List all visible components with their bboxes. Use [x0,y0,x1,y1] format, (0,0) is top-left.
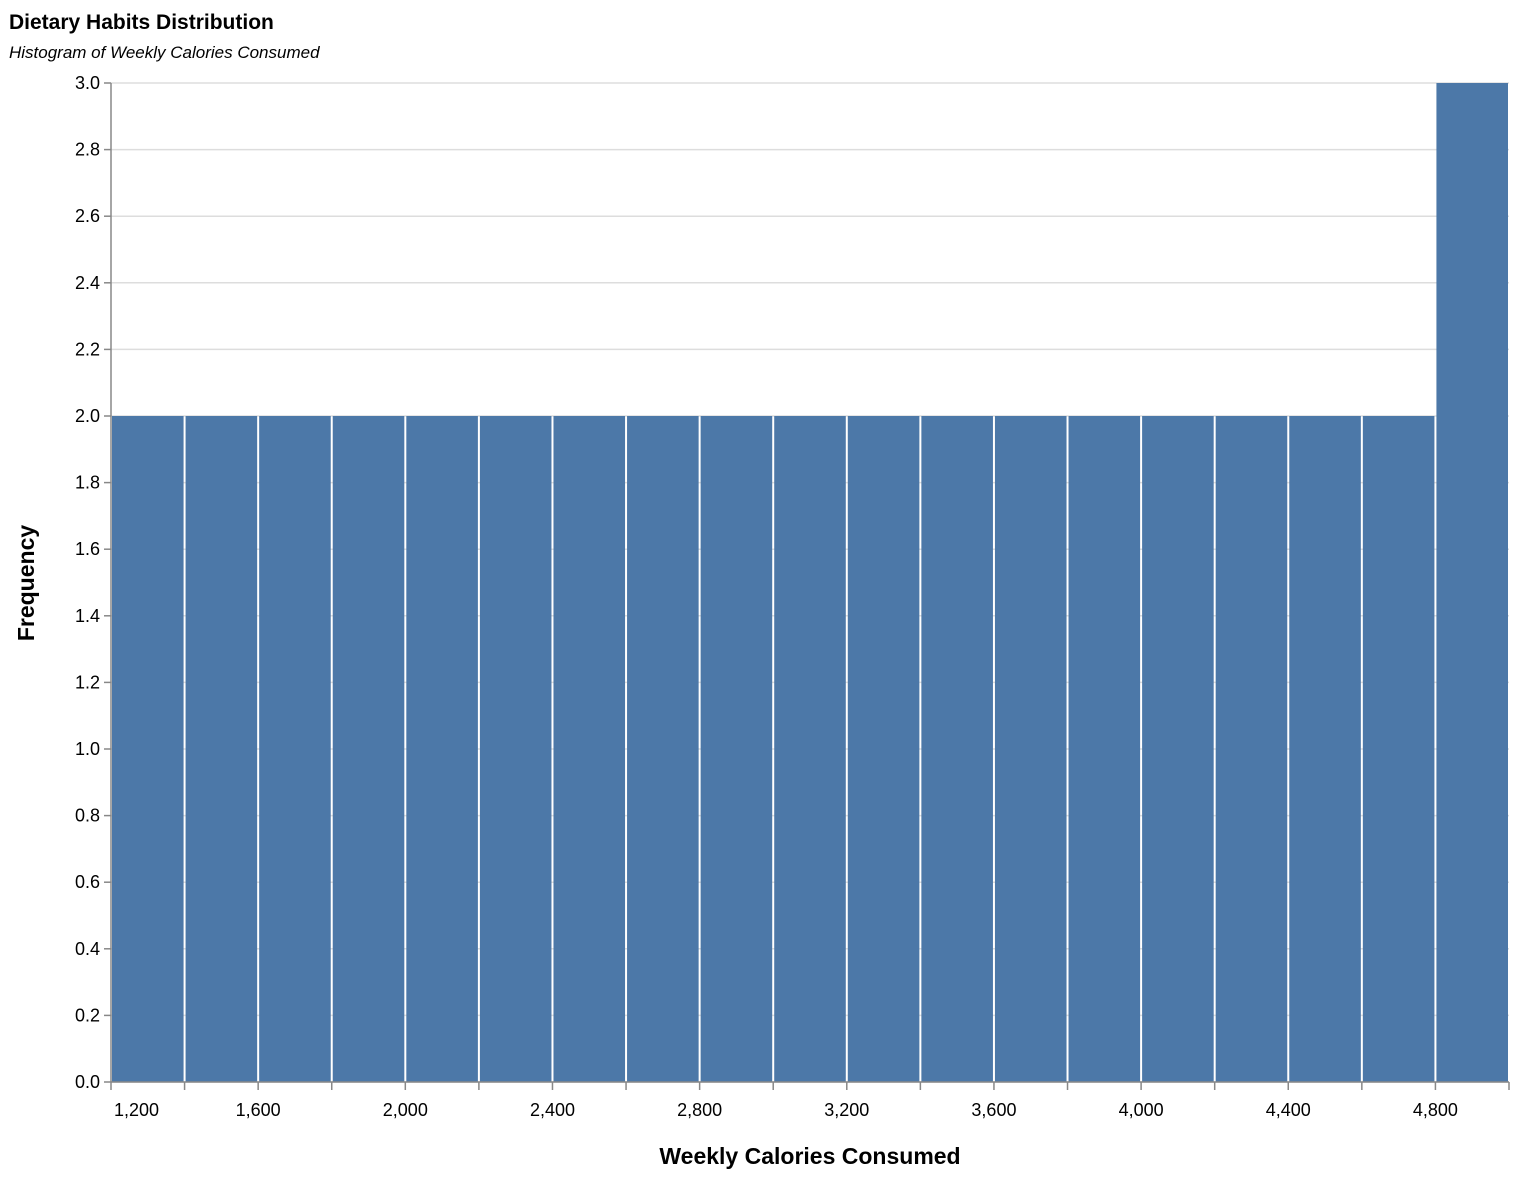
histogram-bar [1436,83,1508,1082]
y-tick-label: 0.2 [75,1005,100,1025]
histogram-bar [1362,416,1435,1082]
histogram-bar [700,416,773,1082]
histogram-bar [112,416,184,1082]
y-tick-label: 1.4 [75,606,100,626]
y-axis-title: Frequency [13,525,39,642]
histogram-bar [553,416,626,1082]
histogram-bar [259,416,331,1082]
x-tick-label: 3,200 [824,1100,869,1120]
histogram-bar [627,416,699,1082]
histogram-bar [994,416,1067,1082]
y-tick-label: 0.8 [75,806,100,826]
y-tick-label: 1.2 [75,672,100,692]
y-tick-label: 0.4 [75,939,100,959]
chart-subtitle: Histogram of Weekly Calories Consumed [9,43,320,62]
x-tick-label: 1,600 [236,1100,281,1120]
y-tick-label: 3.0 [75,73,100,93]
y-tick-label: 2.4 [75,273,100,293]
x-tick-label: 2,400 [530,1100,575,1120]
histogram-bar [774,416,846,1082]
y-tick-label: 2.2 [75,339,100,359]
bars [112,83,1508,1082]
x-tick-label: 2,000 [383,1100,428,1120]
y-tick-label: 1.0 [75,739,100,759]
histogram-bar [1068,416,1141,1082]
histogram-bar [1289,416,1361,1082]
y-tick-label: 1.8 [75,473,100,493]
y-axis: 0.0 0.2 0.4 0.6 0.8 1.0 1.2 1.4 1.6 1.8 2.0 2.2 2.4 2… [75,73,112,1092]
x-tick-label: 4,400 [1266,1100,1311,1120]
histogram-bar [1142,416,1214,1082]
histogram-bar [479,416,552,1082]
histogram-bar [332,416,405,1082]
histogram-bar [921,416,993,1082]
x-tick-label: 4,800 [1413,1100,1458,1120]
histogram-bar [847,416,920,1082]
x-axis-title: Weekly Calories Consumed [659,1143,960,1169]
x-tick-label: 2,800 [677,1100,722,1120]
y-tick-label: 2.8 [75,140,100,160]
x-tick-label: 1,200 [114,1100,159,1120]
x-tick-label: 4,000 [1119,1100,1164,1120]
y-tick-label: 1.6 [75,539,100,559]
histogram-bar [185,416,258,1082]
y-tick-label: 0.0 [75,1072,100,1092]
x-tick-label: 3,600 [971,1100,1016,1120]
y-tick-label: 0.6 [75,872,100,892]
histogram-bar [1215,416,1288,1082]
y-tick-label: 2.0 [75,406,100,426]
histogram-bar [406,416,478,1082]
x-axis: 1,200 1,600 2,000 2,400 2,800 3,200 3,600 4,000… [110,1081,1510,1120]
chart-title: Dietary Habits Distribution [9,11,274,34]
y-tick-label: 2.6 [75,206,100,226]
